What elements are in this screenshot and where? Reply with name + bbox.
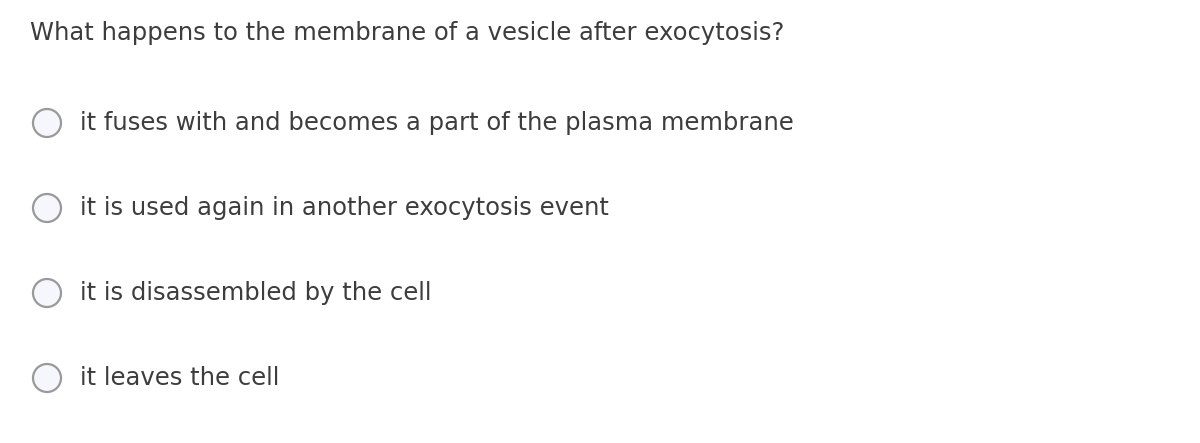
Circle shape: [34, 364, 61, 392]
Circle shape: [34, 109, 61, 137]
Text: it is disassembled by the cell: it is disassembled by the cell: [80, 281, 432, 305]
Text: it fuses with and becomes a part of the plasma membrane: it fuses with and becomes a part of the …: [80, 111, 793, 135]
Text: What happens to the membrane of a vesicle after exocytosis?: What happens to the membrane of a vesicl…: [30, 21, 785, 45]
Text: it leaves the cell: it leaves the cell: [80, 366, 280, 390]
Circle shape: [34, 194, 61, 222]
Circle shape: [34, 279, 61, 307]
Text: it is used again in another exocytosis event: it is used again in another exocytosis e…: [80, 196, 608, 220]
